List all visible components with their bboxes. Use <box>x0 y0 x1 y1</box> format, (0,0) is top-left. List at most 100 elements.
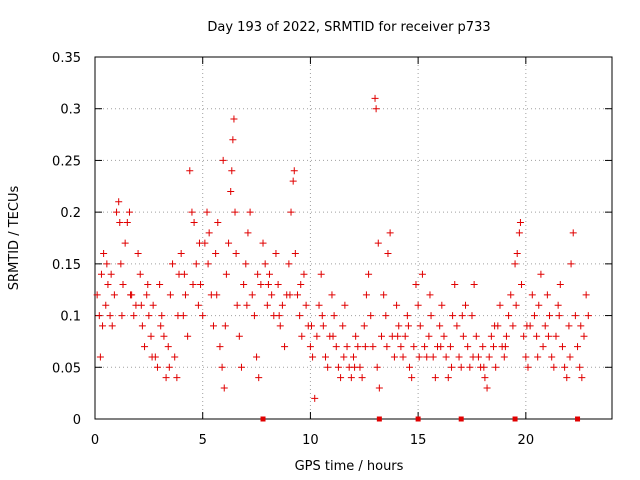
data-point <box>149 301 157 309</box>
y-tick-label: 0.2 <box>60 206 81 221</box>
data-point <box>453 322 461 330</box>
data-point <box>268 291 276 299</box>
data-point <box>408 374 416 382</box>
data-point <box>556 281 564 289</box>
data-point <box>300 270 308 278</box>
data-point <box>367 312 375 320</box>
data-point <box>378 332 386 340</box>
data-point <box>546 312 554 320</box>
data-point <box>530 312 538 320</box>
data-point <box>516 218 524 226</box>
data-point <box>397 343 405 351</box>
data-point <box>470 281 478 289</box>
zero-marker <box>260 416 266 422</box>
data-point <box>512 301 520 309</box>
data-point <box>511 260 519 268</box>
data-point <box>261 260 269 268</box>
data-point <box>255 374 263 382</box>
data-point <box>95 312 103 320</box>
data-point <box>569 229 577 237</box>
data-point <box>426 291 434 299</box>
data-point <box>213 291 221 299</box>
data-point <box>291 250 299 258</box>
zero-marker <box>458 416 464 422</box>
data-point <box>225 239 233 247</box>
data-point <box>286 291 294 299</box>
data-point <box>555 312 563 320</box>
data-point <box>487 332 495 340</box>
data-point <box>520 332 528 340</box>
data-point <box>106 312 114 320</box>
data-point <box>287 208 295 216</box>
data-point <box>436 322 444 330</box>
data-point <box>275 312 283 320</box>
data-point <box>164 343 172 351</box>
data-point <box>123 218 131 226</box>
data-point <box>580 332 588 340</box>
data-point <box>102 301 110 309</box>
data-point <box>429 353 437 361</box>
data-point <box>169 260 177 268</box>
data-point <box>315 301 323 309</box>
data-point <box>229 136 237 144</box>
data-point <box>212 250 220 258</box>
data-point <box>373 363 381 371</box>
data-point <box>554 301 562 309</box>
data-point <box>158 312 166 320</box>
data-point <box>153 363 161 371</box>
data-point <box>416 322 424 330</box>
data-point <box>157 322 165 330</box>
data-point <box>278 301 286 309</box>
data-point <box>221 322 229 330</box>
data-point <box>264 281 272 289</box>
y-tick-label: 0.25 <box>52 154 81 169</box>
data-point <box>113 208 121 216</box>
axis-ticks: 0 0.05 0.1 0.15 0.2 0.25 0.3 0.35 0 5 10 15 20 <box>52 51 612 448</box>
data-point <box>156 281 164 289</box>
data-point <box>501 343 509 351</box>
data-point <box>535 301 543 309</box>
data-point <box>334 363 342 371</box>
data-point <box>446 343 454 351</box>
data-point <box>306 343 314 351</box>
data-point <box>97 270 105 278</box>
data-point <box>523 322 531 330</box>
data-point <box>341 301 349 309</box>
y-tick-label: 0.35 <box>52 51 81 66</box>
x-tick-label: 5 <box>199 433 207 448</box>
data-point <box>358 374 366 382</box>
data-point <box>246 208 254 216</box>
data-point <box>369 343 377 351</box>
data-point <box>274 281 282 289</box>
data-point <box>204 260 212 268</box>
grid-lines <box>95 57 612 419</box>
y-tick-label: 0.15 <box>52 258 81 273</box>
data-point <box>137 301 145 309</box>
data-point <box>578 374 586 382</box>
data-point <box>480 363 488 371</box>
data-point <box>541 322 549 330</box>
data-point <box>515 229 523 237</box>
data-point <box>209 322 217 330</box>
data-point <box>319 322 327 330</box>
data-point <box>180 270 188 278</box>
data-point <box>401 332 409 340</box>
data-point <box>143 291 151 299</box>
data-point <box>505 312 513 320</box>
data-point <box>240 281 248 289</box>
data-point <box>386 229 394 237</box>
data-point <box>437 343 445 351</box>
data-point <box>302 301 310 309</box>
data-point <box>276 322 284 330</box>
data-point <box>403 312 411 320</box>
data-point <box>194 301 202 309</box>
data-point <box>166 291 174 299</box>
data-point <box>235 332 243 340</box>
data-point <box>173 374 181 382</box>
data-point <box>365 270 373 278</box>
data-point <box>421 343 429 351</box>
data-point <box>134 250 142 258</box>
data-point <box>231 208 239 216</box>
data-point <box>117 260 125 268</box>
y-tick-label: 0.05 <box>52 361 81 376</box>
